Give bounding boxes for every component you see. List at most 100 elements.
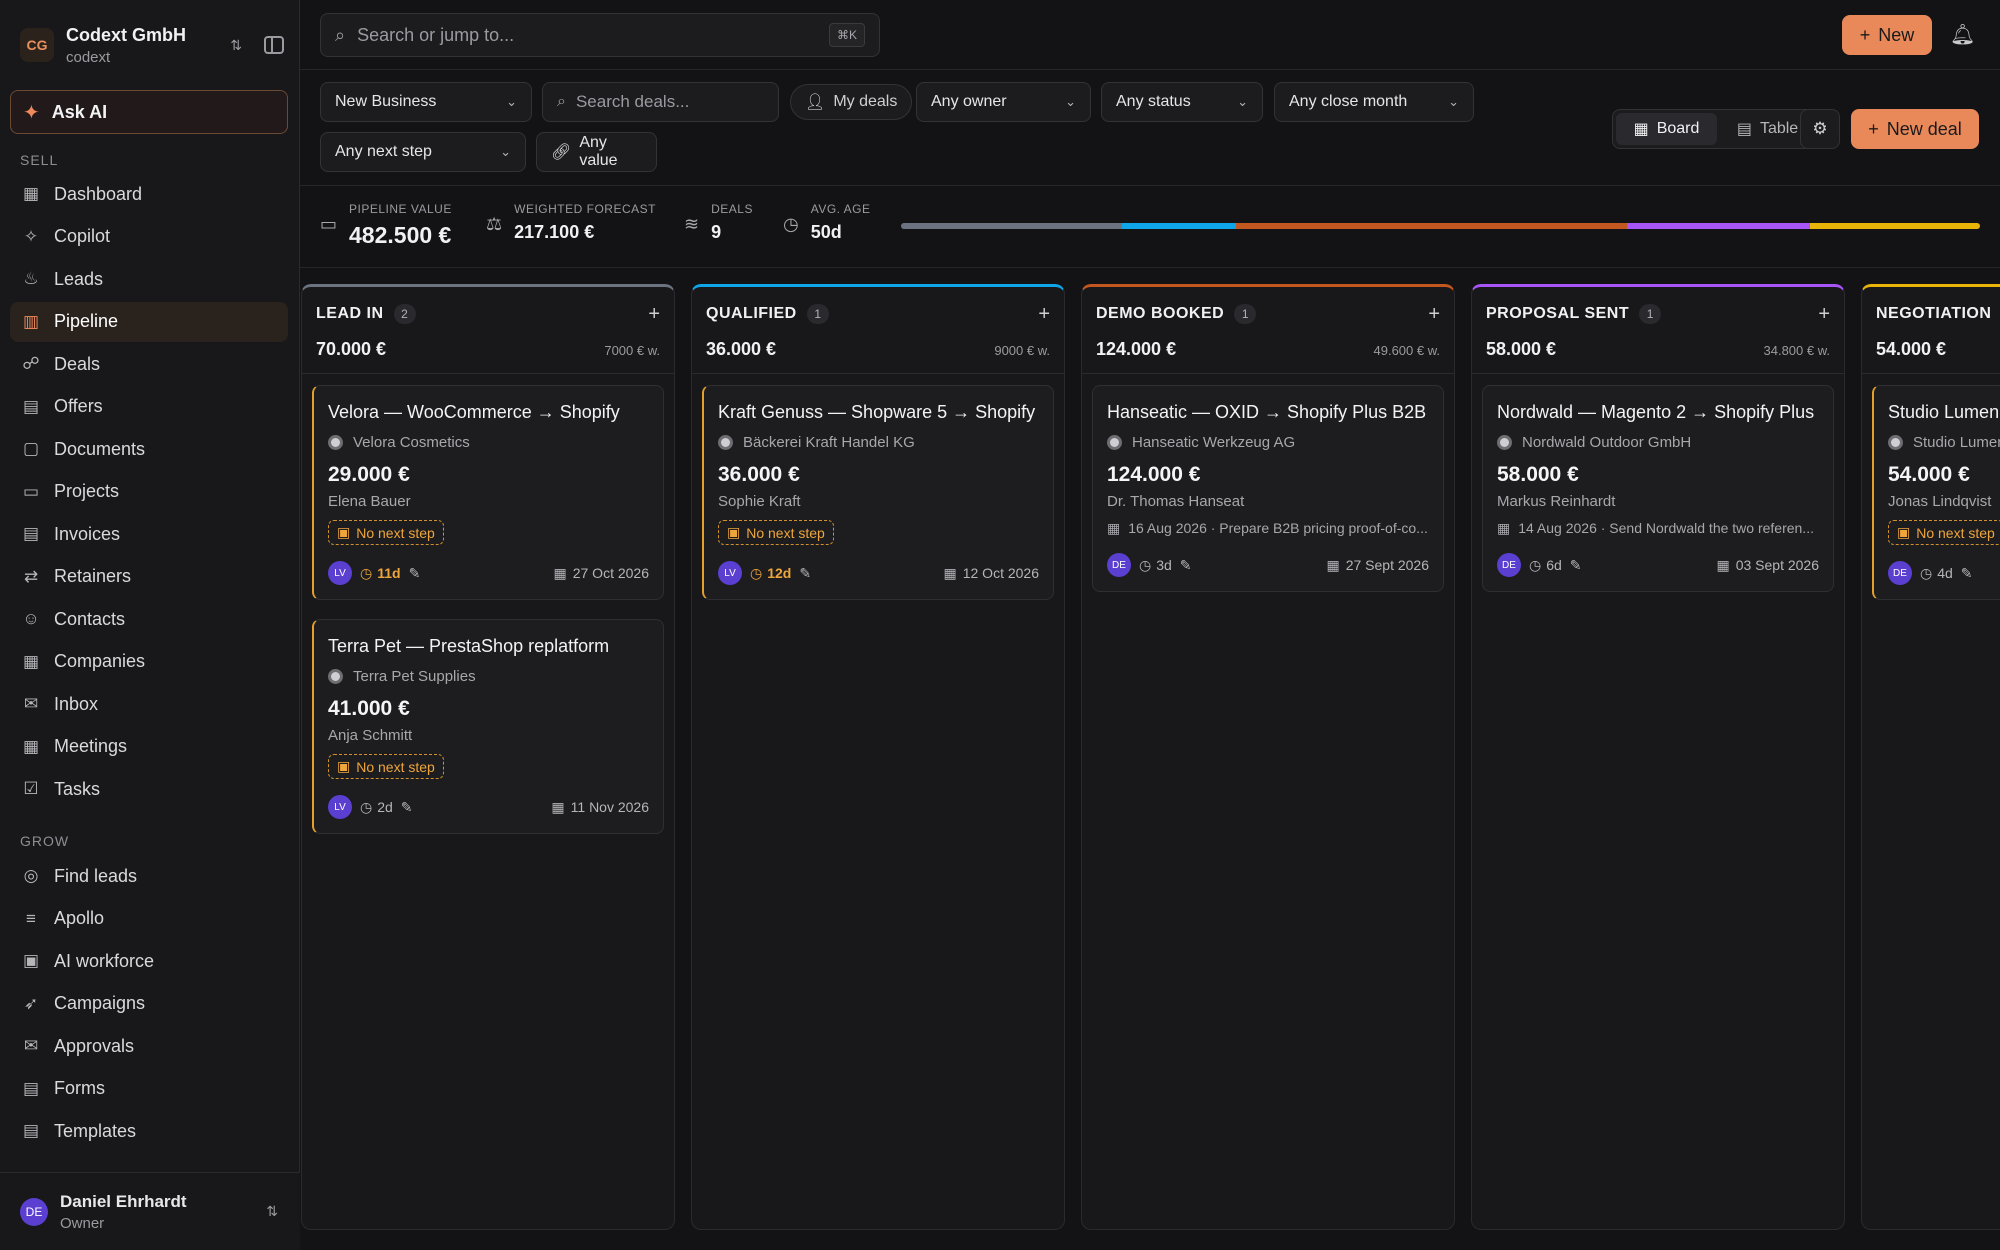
owner-select-value: Any owner <box>931 93 1007 110</box>
user-menu[interactable]: DE Daniel Ehrhardt Owner ⇅ <box>0 1172 300 1250</box>
deal-search-input[interactable]: ⌕ Search deals... <box>542 82 779 122</box>
owner-select[interactable]: Any owner ⌄ <box>916 82 1091 122</box>
pipeline-select-value: New Business <box>335 93 437 110</box>
add-deal-icon[interactable]: + <box>1428 302 1440 325</box>
sidebar-item-companies[interactable]: ▦ Companies <box>10 642 288 682</box>
deal-amount: 58.000 € <box>1497 463 1579 486</box>
new-button[interactable]: + New <box>1842 15 1932 55</box>
next-step[interactable]: ▦ 14 Aug 2026 · Send Nordwald the two ref… <box>1497 520 1819 537</box>
sidebar-item-label: Apollo <box>54 908 105 928</box>
status-select[interactable]: Any status ⌄ <box>1101 82 1263 122</box>
close-date: ▦ 27 Sept 2026 <box>1326 557 1429 574</box>
deal-card[interactable]: Velora — WooCommerce → Shopify Velora Cos… <box>312 385 664 600</box>
sidebar-item-meetings[interactable]: ▦ Meetings <box>10 727 288 767</box>
deal-title: Kraft Genuss — Shopware 5 → Shopify <box>718 402 1036 422</box>
owner-avatar[interactable]: LV <box>718 561 742 585</box>
no-next-step-badge[interactable]: ▣ No next step <box>328 754 444 779</box>
deal-card[interactable]: Nordwald — Magento 2 → Shopify Plus Nordw… <box>1482 385 1834 592</box>
stage-distribution-bar <box>901 223 1980 229</box>
table-view-button[interactable]: ▤ Table <box>1717 113 1818 145</box>
sidebar-item-contacts[interactable]: ☺ Contacts <box>10 599 288 639</box>
sidebar-item-invoices[interactable]: ▤ Invoices <box>10 514 288 554</box>
org-switcher[interactable]: CG Codext GmbH codext ⇅ <box>20 22 284 68</box>
stage-bar-segment <box>1809 223 1980 229</box>
board-icon: ▦ <box>1633 121 1649 138</box>
edit-icon[interactable]: ✎ <box>1179 556 1192 573</box>
deal-age: ◷ 11d <box>360 565 401 582</box>
deal-card[interactable]: Hanseatic — OXID → Shopify Plus B2B Hanse… <box>1092 385 1444 592</box>
add-deal-icon[interactable]: + <box>1818 302 1830 325</box>
column-divider <box>692 373 1064 374</box>
sidebar-item-offers[interactable]: ▤ Offers <box>10 387 288 427</box>
edit-icon[interactable]: ✎ <box>799 564 812 581</box>
pipeline-select[interactable]: New Business ⌄ <box>320 82 532 122</box>
bell-icon[interactable]: 🔔︎ <box>1950 24 1976 46</box>
edit-icon[interactable]: ✎ <box>1569 556 1582 573</box>
deal-card[interactable]: Terra Pet — PrestaShop replatform Terra P… <box>312 619 664 834</box>
owner-avatar[interactable]: LV <box>328 561 352 585</box>
edit-icon[interactable]: ✎ <box>408 564 421 581</box>
calendar-icon: ▦ <box>1497 520 1511 536</box>
deal-card[interactable]: Kraft Genuss — Shopware 5 → Shopify Bäcke… <box>702 385 1054 600</box>
edit-icon[interactable]: ✎ <box>1960 564 1973 581</box>
sidebar-item-pipeline[interactable]: ▥ Pipeline <box>10 301 288 342</box>
document-icon: ▤ <box>22 396 40 416</box>
sidebar-item-apollo[interactable]: ≡ Apollo <box>10 899 288 939</box>
folder-icon: ▭ <box>22 481 40 501</box>
sidebar-item-label: Retainers <box>54 566 132 586</box>
owner-avatar[interactable]: DE <box>1497 553 1521 577</box>
owner-avatar[interactable]: DE <box>1888 561 1912 585</box>
stat-value: 482.500 € <box>349 222 452 248</box>
board-view-button[interactable]: ▦ Board <box>1616 113 1717 145</box>
sidebar-item-projects[interactable]: ▭ Projects <box>10 472 288 512</box>
next-step[interactable]: ▦ 16 Aug 2026 · Prepare B2B pricing proof… <box>1107 520 1429 537</box>
sidebar-item-leads[interactable]: ♨ Leads <box>10 259 288 299</box>
sidebar-item-forms[interactable]: ▤ Forms <box>10 1069 288 1109</box>
ask-ai-button[interactable]: ✦ Ask AI <box>10 90 288 134</box>
sidebar-item-retainers[interactable]: ⇄ Retainers <box>10 557 288 597</box>
sidebar-item-documents[interactable]: ▢ Documents <box>10 429 288 469</box>
no-next-step-badge[interactable]: ▣ No next step <box>328 520 444 545</box>
no-next-step-label: No next step <box>1916 524 1995 541</box>
sidebar-item-copilot[interactable]: ✧ Copilot <box>10 217 288 257</box>
owner-avatar[interactable]: LV <box>328 795 352 819</box>
chevron-up-down-icon[interactable]: ⇅ <box>230 36 242 53</box>
sidebar-item-tasks[interactable]: ☑ Tasks <box>10 769 288 809</box>
pipeline-stats: ▭ PIPELINE VALUE 482.500 € ⚖︎ WEIGHTED F… <box>300 186 2000 268</box>
no-next-step-badge[interactable]: ▣ No next step <box>1888 520 2000 545</box>
column-count-badge: 1 <box>1234 304 1257 324</box>
sidebar-item-label: Tasks <box>54 778 101 799</box>
new-deal-button[interactable]: + New deal <box>1851 109 1979 149</box>
board-settings-button[interactable]: ⚙︎ <box>1800 109 1840 149</box>
next-step-select[interactable]: Any next step ⌄ <box>320 132 526 172</box>
sidebar-item-approvals[interactable]: ✉ Approvals <box>10 1026 288 1066</box>
sidebar-item-templates[interactable]: ▤ Templates <box>10 1111 288 1151</box>
deal-age-value: 3d <box>1156 557 1172 573</box>
sidebar-item-find-leads[interactable]: ◎ Find leads <box>10 856 288 896</box>
my-deals-toggle[interactable]: 👤︎ My deals <box>790 84 913 120</box>
stat-weighted-forecast: ⚖︎ WEIGHTED FORECAST 217.100 € <box>486 202 656 243</box>
edit-icon[interactable]: ✎ <box>400 798 413 815</box>
owner-avatar[interactable]: DE <box>1107 553 1131 577</box>
global-search-input[interactable]: ⌕ Search or jump to... ⌘K <box>320 13 880 57</box>
sidebar-item-campaigns[interactable]: ➶ Campaigns <box>10 984 288 1024</box>
sidebar-item-inbox[interactable]: ✉ Inbox <box>10 684 288 724</box>
close-month-select[interactable]: Any close month ⌄ <box>1274 82 1474 122</box>
repeat-icon: ⇄ <box>23 566 39 586</box>
sidebar-item-label: Leads <box>54 268 104 289</box>
sidebar-item-deals[interactable]: ☍ Deals <box>10 344 288 384</box>
deal-card[interactable]: Studio Lumen retainer Studio Lumen 54.000 … <box>1872 385 2000 600</box>
calendar-warning-icon: ▣ <box>337 524 351 540</box>
collapse-sidebar-icon[interactable] <box>264 36 284 54</box>
section-label-grow: GROW <box>20 833 70 849</box>
add-deal-icon[interactable]: + <box>1038 302 1050 325</box>
add-deal-icon[interactable]: + <box>648 302 660 325</box>
value-filter[interactable]: 🔗︎ Any value <box>536 132 657 172</box>
calendar-icon: ▦ <box>943 564 957 581</box>
no-next-step-badge[interactable]: ▣ No next step <box>718 520 834 545</box>
chevron-up-down-icon[interactable]: ⇅ <box>266 1203 278 1219</box>
chevron-down-icon: ⌄ <box>506 94 517 109</box>
sidebar-item-ai-workforce[interactable]: ▣ AI workforce <box>10 941 288 981</box>
column-title: PROPOSAL SENT <box>1486 305 1630 322</box>
sidebar-item-dashboard[interactable]: ▦ Dashboard <box>10 174 288 214</box>
